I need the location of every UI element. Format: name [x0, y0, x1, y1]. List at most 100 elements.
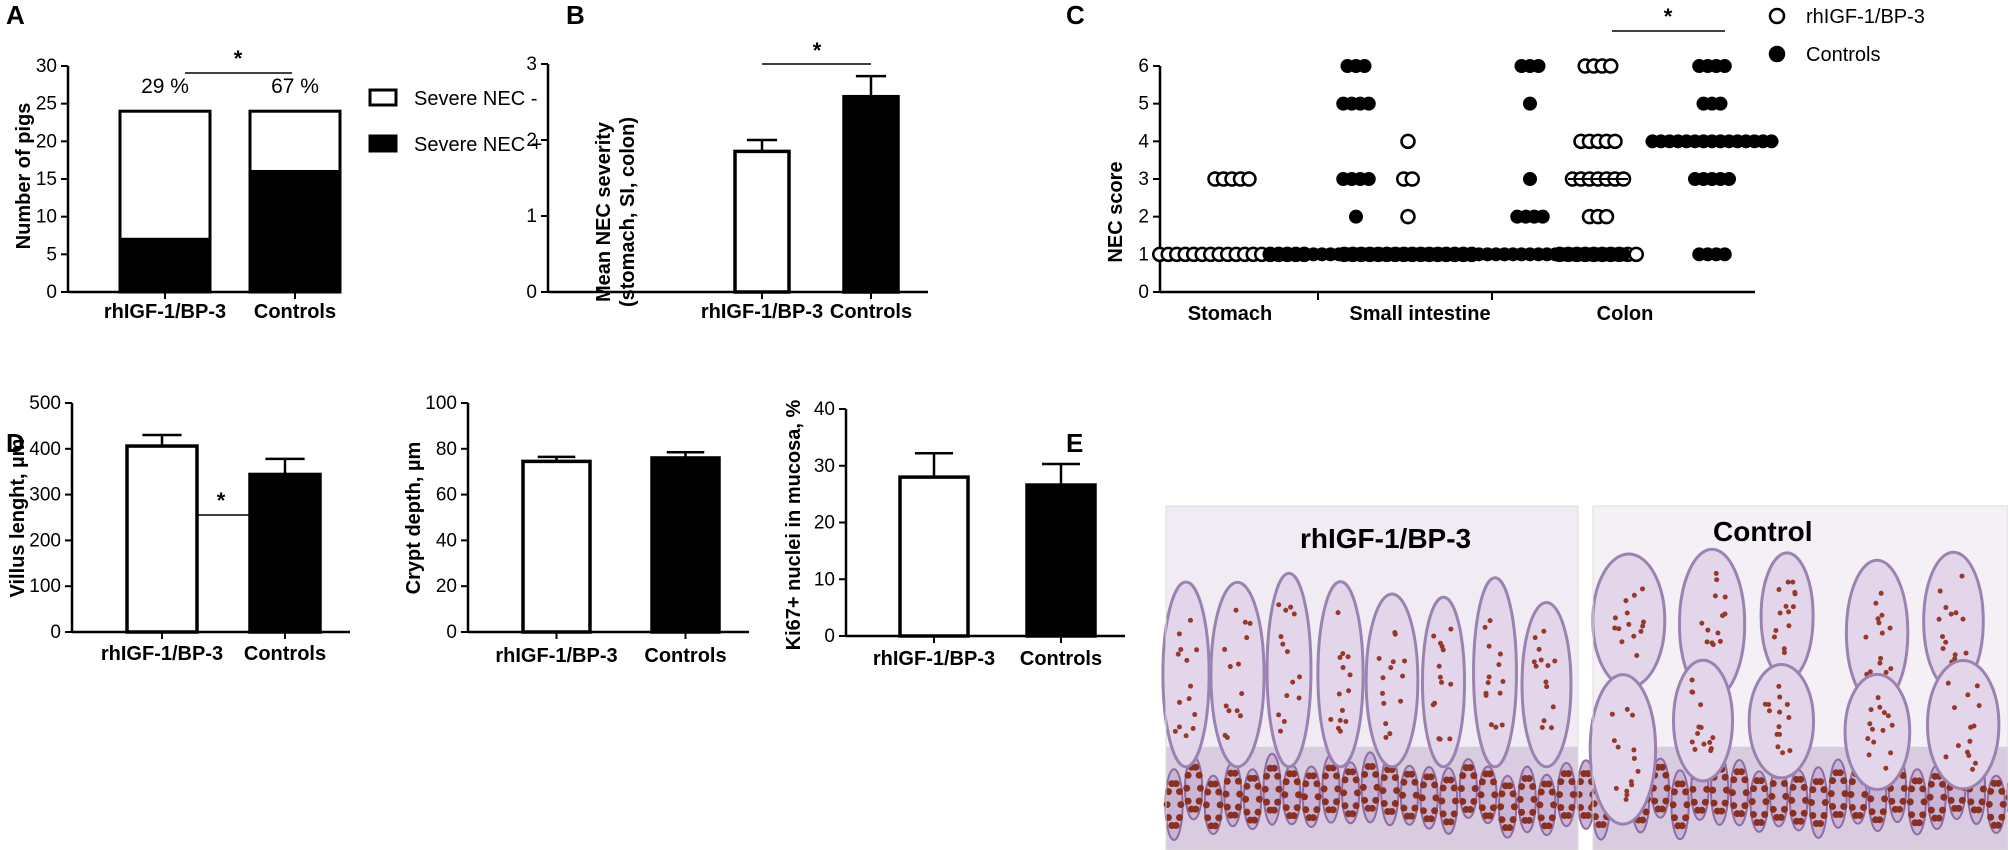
y-tick-label-d2-2: 40: [436, 530, 457, 551]
tissueRight-crypt-nucleus-16-0: [1920, 798, 1928, 806]
tissueRight-villus-nucleus-7-0: [1766, 708, 1772, 714]
tissueLeft-villus-nucleus-1-0: [1235, 661, 1241, 667]
panel-letter-b: B: [566, 0, 585, 30]
tissueRight-villus-nucleus-9-7: [1974, 683, 1980, 689]
tissueLeft-crypt-nucleus-18-5: [1516, 795, 1524, 803]
tissueLeft-crypt-nucleus-5-9: [1274, 772, 1282, 780]
tissueLeft-crypt-nucleus-7-9: [1313, 780, 1321, 788]
tissueLeft-villus-nucleus-4-12: [1383, 721, 1389, 727]
tissueRight-crypt-nucleus-7-3: [1733, 810, 1741, 818]
tissueLeft-villus-nucleus-3-8: [1343, 718, 1349, 724]
tissueRight-crypt-nucleus-12-6: [1829, 777, 1837, 785]
tissueRight-crypt-nucleus-14-4: [1868, 808, 1876, 816]
tissueLeft-villus-nucleus-0-6: [1183, 733, 1189, 739]
tissueRight-villus-nucleus-3-12: [1875, 616, 1881, 622]
tissueRight-crypt-nucleus-17-1: [1939, 806, 1947, 814]
tissueLeft-villus-nucleus-4-3: [1387, 731, 1393, 737]
tissueLeft-crypt-nucleus-0-1: [1176, 814, 1184, 822]
tissueRight-crypt-nucleus-11-1: [1820, 811, 1828, 819]
tissueRight-crypt-nucleus-5-5: [1689, 785, 1697, 793]
y-tick-label-d2-3: 60: [436, 485, 457, 506]
tissueRight-villus-nucleus-8-10: [1875, 695, 1881, 701]
tissueLeft-crypt-nucleus-6-9: [1293, 778, 1301, 786]
tissueRight-villus-nucleus-4-10: [1960, 616, 1966, 622]
tissueRight-villus-nucleus-1-7: [1714, 577, 1720, 583]
tissueRight-villus-nucleus-1-9: [1709, 640, 1715, 646]
tissueRight-villus-nucleus-6-13: [1689, 739, 1695, 745]
tissueLeft-crypt-nucleus-13-4: [1419, 807, 1427, 815]
point-c-rhigf-1-16: [1400, 208, 1416, 225]
tissueRight-villus-nucleus-7-13: [1787, 748, 1793, 754]
legend-rhigf-label: rhIGF-1/BP-3: [1806, 6, 1925, 28]
tissueLeft-villus-nucleus-2-13: [1297, 674, 1303, 680]
tissueLeft-villus-nucleus-6-2: [1499, 722, 1505, 728]
tissueLeft-crypt-nucleus-9-9: [1352, 776, 1360, 784]
y-tick-label-d2-5: 100: [425, 393, 457, 414]
tissueRight-villus-nucleus-6-12: [1696, 724, 1702, 730]
tissueLeft-villus-nucleus-2-3: [1283, 607, 1289, 613]
tissueLeft-crypt-nucleus-19-5: [1536, 801, 1544, 809]
point-c-controls-0-25: [1361, 172, 1376, 186]
tissueRight-villus-nucleus-8-2: [1877, 704, 1883, 710]
tissueLeft-crypt-nucleus-12-9: [1411, 778, 1419, 786]
panel-letter-d: D: [6, 428, 25, 458]
tissueLeft-crypt-nucleus-9-4: [1341, 802, 1349, 810]
y-tick-label-d1-1: 100: [29, 576, 61, 597]
tissueRight-crypt-nucleus-9-9: [1780, 779, 1788, 787]
tissueRight-villus-nucleus-7-12: [1784, 701, 1790, 707]
tissueLeft-crypt-nucleus-8-6: [1321, 772, 1329, 780]
tissueLeft-crypt-nucleus-1-4: [1184, 797, 1192, 805]
tissueLeft-frame: [1165, 505, 1579, 850]
tissueRight-villus-nucleus-0-0: [1641, 619, 1647, 625]
tissueRight-villus-nucleus-6-6: [1690, 689, 1696, 695]
tissueLeft-crypt-nucleus-14-3: [1443, 818, 1451, 826]
tissueLeft-crypt-nucleus-18-6: [1518, 782, 1526, 790]
tissueRight-crypt-nucleus-7-4: [1730, 802, 1738, 810]
tissueRight-crypt-nucleus-19-1: [1978, 798, 1986, 806]
tissueLeft-crypt-nucleus-5-0: [1275, 785, 1283, 793]
tissueRight-crypt-nucleus-6-9: [1721, 773, 1729, 781]
tissueLeft-villus-nucleus-0-8: [1175, 651, 1181, 657]
micrograph-rhigf-label: rhIGF-1/BP-3: [1300, 523, 1471, 554]
tissueLeft-crypt-nucleus-3-5: [1222, 790, 1230, 798]
micrograph-rhigf: rhIGF-1/BP-3: [1161, 505, 1597, 850]
tissueRight-villus-nucleus-1-4: [1705, 627, 1711, 633]
tissueLeft-crypt-nucleus-19-9: [1548, 788, 1556, 796]
tissueRight-crypt-nucleus-14-5: [1867, 795, 1875, 803]
y-tick-label-d1-3: 300: [29, 485, 61, 506]
tissueLeft-villus-nucleus-7-2: [1533, 663, 1539, 669]
tissueRight-villus-nucleus-5-11: [1613, 785, 1619, 791]
tissueLeft-crypt-nucleus-21-8: [1584, 770, 1592, 778]
tissueLeft-crypt-nucleus-10-5: [1359, 783, 1367, 791]
tissueRight-villus-nucleus-6-11: [1692, 746, 1698, 752]
tissueLeft-villus-nucleus-6-9: [1487, 618, 1493, 624]
tissueLeft-crypt-nucleus-6-3: [1286, 812, 1294, 820]
tissueRight-crypt-nucleus-12-9: [1840, 777, 1848, 785]
tissueRight-villus-nucleus-5-9: [1615, 744, 1621, 750]
tissueLeft-crypt-nucleus-5-5: [1261, 785, 1269, 793]
tissueRight-crypt-nucleus-8-6: [1749, 785, 1757, 793]
tissueRight-crypt-nucleus-16-3: [1911, 819, 1919, 827]
tissueLeft-villus-nucleus-5-2: [1431, 633, 1437, 639]
tissueRight-villus-nucleus-3-6: [1863, 634, 1869, 640]
tissueRight-villus-nucleus-0-1: [1612, 615, 1618, 621]
tissueRight-crypt-nucleus-7-6: [1730, 776, 1738, 784]
tissueLeft-crypt-nucleus-9-8: [1349, 768, 1357, 776]
tissueRight-crypt-nucleus-10-0: [1802, 796, 1810, 804]
tissueLeft-crypt-nucleus-4-8: [1251, 774, 1259, 782]
tissueLeft-crypt-nucleus-15-8: [1466, 764, 1474, 772]
tissueRight-villus-nucleus-6-10: [1689, 677, 1695, 683]
tissueLeft-villus-nucleus-3-2: [1328, 716, 1334, 722]
point-c-controls-0-21: [1349, 209, 1363, 224]
tissueRight-crypt-nucleus-3-9: [1662, 771, 1670, 779]
tissueLeft-villus-nucleus-7-9: [1541, 718, 1547, 724]
x-tick-label-b-1: Controls: [830, 301, 912, 323]
legend-severe-pos-label: Severe NEC +: [414, 134, 542, 156]
tissueRight-crypt-nucleus-12-1: [1840, 803, 1848, 811]
point-c-controls-1-27: [1523, 172, 1537, 186]
tissueLeft-crypt-nucleus-3-8: [1231, 769, 1239, 777]
point-c-controls-1-22: [1616, 247, 1631, 262]
tissueLeft-crypt-nucleus-5-3: [1266, 806, 1274, 814]
tissueLeft-crypt-nucleus-20-9: [1568, 778, 1576, 786]
tissueRight-villus-nucleus-6-9: [1695, 731, 1701, 737]
